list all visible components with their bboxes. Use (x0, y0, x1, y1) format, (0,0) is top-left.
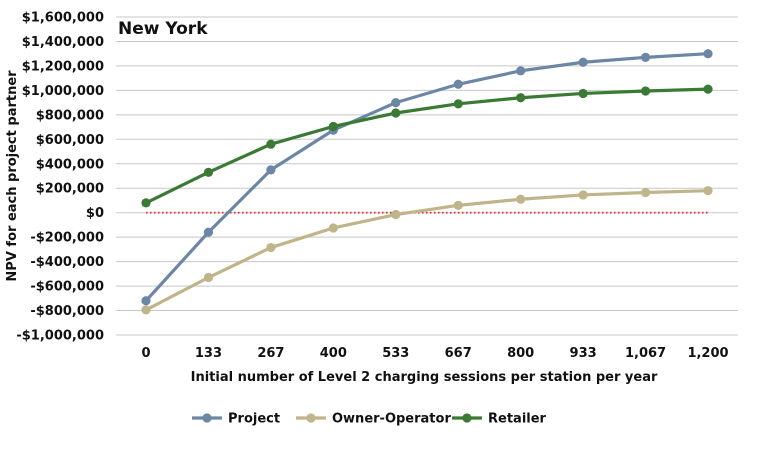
x-tick-label: 400 (320, 346, 347, 361)
data-point (266, 139, 276, 149)
y-axis-tick-labels: $1,600,000 $1,400,000 $1,200,000 $1,000,000… (16, 11, 104, 344)
data-point (640, 187, 651, 198)
y-tick-label: $200,000 (36, 182, 104, 197)
legend-label: Retailer (488, 412, 547, 427)
data-point (516, 93, 526, 103)
series-line (144, 52, 710, 303)
legend-swatch-marker (462, 413, 472, 423)
data-point (703, 84, 713, 94)
x-axis-title: Initial number of Level 2 charging sessi… (191, 370, 658, 385)
data-point (578, 57, 588, 67)
legend: Project Owner-Operator Retailer (192, 412, 547, 427)
data-point (203, 167, 214, 177)
gridlines (116, 16, 738, 336)
y-tick-label: -$400,000 (30, 255, 104, 270)
data-point (578, 190, 588, 200)
legend-swatch-marker (306, 413, 316, 423)
y-axis-title: NPV for each project partner (5, 70, 20, 282)
y-tick-label: -$1,000,000 (16, 329, 104, 344)
x-tick-label: 1,067 (625, 346, 666, 361)
x-tick-label: 267 (257, 346, 284, 361)
chart-title: New York (118, 19, 208, 39)
y-tick-label: $1,600,000 (22, 11, 104, 26)
y-tick-label: -$800,000 (30, 304, 104, 319)
data-point (516, 66, 526, 76)
data-point (266, 242, 276, 253)
series-lines (141, 49, 713, 315)
legend-item-retailer: Retailer (452, 412, 547, 427)
y-tick-label: $800,000 (36, 108, 104, 123)
x-tick-label: 1,200 (687, 346, 728, 361)
x-tick-label: 0 (141, 346, 150, 361)
data-point (578, 88, 588, 99)
y-tick-label: $600,000 (36, 133, 104, 148)
legend-label: Owner-Operator (332, 412, 451, 427)
data-point (391, 98, 401, 108)
x-tick-label: 933 (570, 346, 597, 361)
data-point (328, 121, 338, 132)
data-point (453, 99, 463, 109)
y-tick-label: $1,000,000 (22, 84, 104, 99)
x-tick-label: 667 (445, 346, 472, 361)
x-axis-tick-labels: 0 133 267 400 533 667 800 933 1,067 1,200 (141, 346, 728, 361)
data-point (141, 296, 151, 306)
y-tick-label: -$200,000 (30, 231, 104, 246)
legend-swatch-marker (202, 413, 212, 423)
series-line (144, 189, 710, 312)
data-point (391, 108, 401, 118)
data-point (453, 79, 463, 89)
data-point (328, 223, 338, 233)
data-point (453, 200, 463, 210)
x-tick-label: 533 (382, 346, 409, 361)
y-tick-label: $400,000 (36, 157, 104, 172)
series-project (141, 49, 713, 306)
data-point (203, 272, 214, 283)
legend-item-owner-operator: Owner-Operator (296, 412, 451, 427)
y-tick-label: $1,200,000 (22, 59, 104, 74)
y-tick-label: $1,400,000 (22, 35, 104, 50)
data-point (516, 194, 526, 204)
data-point (640, 86, 651, 96)
data-point (703, 186, 713, 196)
y-tick-label: -$600,000 (30, 280, 104, 295)
x-tick-label: 800 (507, 346, 534, 361)
x-tick-label: 133 (195, 346, 222, 361)
data-point (266, 165, 276, 175)
data-point (640, 52, 651, 62)
series-line (144, 87, 710, 205)
series-retailer (141, 84, 713, 208)
data-point (391, 209, 401, 220)
legend-label: Project (228, 412, 280, 427)
data-point (141, 198, 151, 208)
data-point (203, 227, 214, 237)
series-owner-operator (141, 186, 713, 315)
data-point (141, 305, 151, 315)
legend-item-project: Project (192, 412, 280, 427)
y-tick-label: $0 (86, 206, 104, 221)
data-point (703, 49, 713, 59)
